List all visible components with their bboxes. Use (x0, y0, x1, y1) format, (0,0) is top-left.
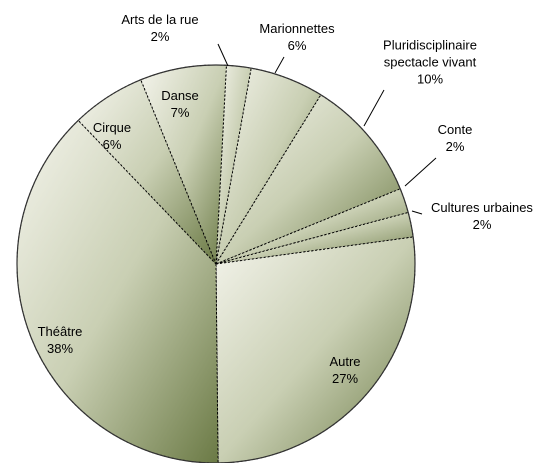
leader-line (404, 157, 437, 187)
label-value: 6% (102, 137, 122, 152)
leader-line (411, 210, 423, 215)
data-label: Conte 2% (415, 121, 495, 155)
label-name: Autre (329, 354, 361, 369)
data-label: Pluridisciplinaire spectacle vivant 10% (355, 37, 505, 88)
pie-slice (140, 64, 227, 265)
label-name: Théâtre (37, 324, 83, 339)
label-name: Pluridisciplinaire spectacle vivant (383, 37, 477, 70)
pie-outline (16, 64, 416, 463)
pie-slice (215, 236, 416, 463)
label-name: Arts de la rue (121, 12, 199, 27)
label-value: 7% (170, 105, 190, 120)
data-label: Cirque 6% (72, 119, 152, 153)
pie-slice (215, 188, 409, 265)
label-value: 27% (331, 371, 359, 386)
leader-line (363, 89, 385, 127)
data-label: Marionnettes 6% (242, 20, 352, 54)
label-value: 2% (150, 29, 170, 44)
label-value: 2% (445, 139, 465, 154)
data-label: Arts de la rue 2% (105, 11, 215, 45)
label-name: Cultures urbaines (431, 200, 533, 215)
leader-line (274, 56, 285, 74)
label-name: Danse (161, 88, 199, 103)
label-value: 10% (416, 71, 444, 87)
label-value: 2% (472, 217, 492, 232)
label-value: 38% (46, 341, 74, 356)
label-name: Cirque (92, 120, 132, 135)
data-label: Cultures urbaines 2% (417, 199, 547, 233)
data-label: Danse 7% (140, 87, 220, 121)
data-label: Autre 27% (305, 353, 385, 387)
leader-line (217, 43, 229, 67)
pie-slice (215, 211, 414, 265)
label-name: Conte (437, 122, 473, 137)
label-name: Marionnettes (259, 21, 335, 36)
data-label: Théâtre 38% (20, 323, 100, 357)
label-value: 6% (287, 38, 307, 53)
